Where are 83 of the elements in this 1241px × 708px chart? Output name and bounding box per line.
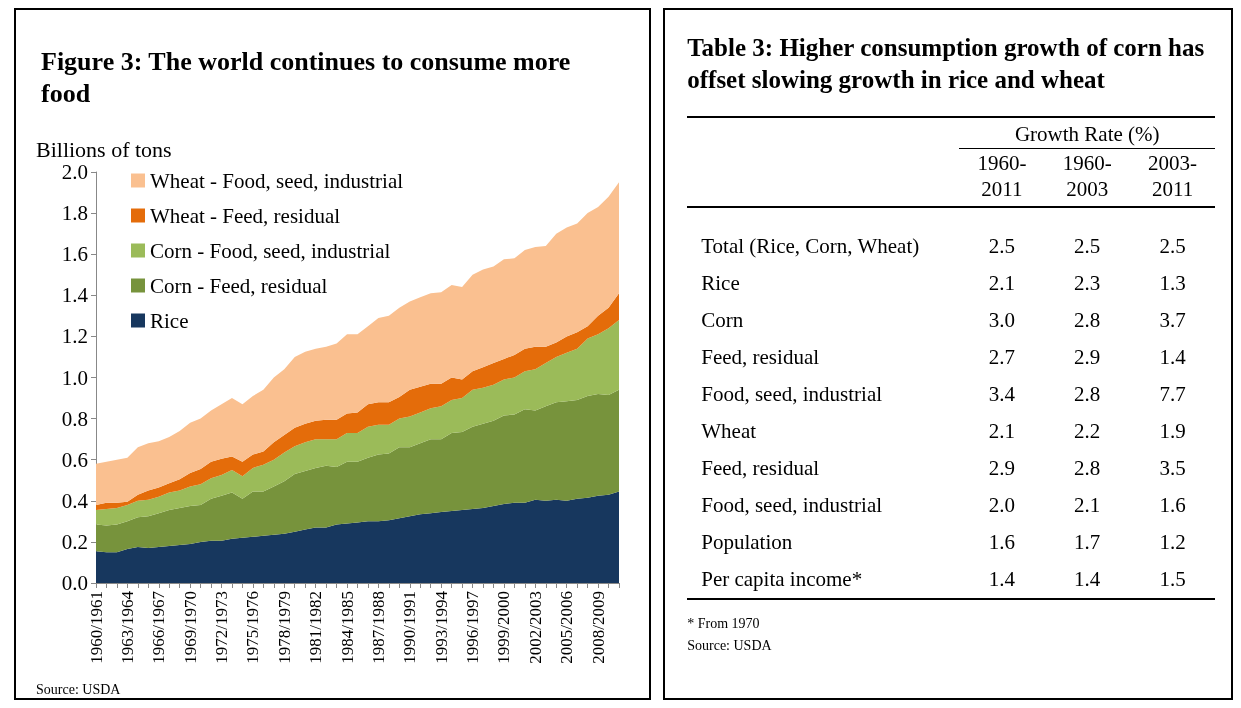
y-tick-label: Wheat (700, 418, 758, 445)
y-tick-label: 0.8 (61, 406, 88, 431)
source-note: Source: USDA (687, 638, 773, 654)
y-tick-label: 1.0 (61, 365, 88, 390)
x-tick-label: 1969/1970 (180, 591, 200, 664)
x-tick-label: 1960-2003 (1061, 150, 1113, 202)
legend-label: Wheat - Food, seed, industrial (150, 168, 404, 193)
x-tick-label: 1972/1973 (212, 591, 232, 664)
x-tick-label: 2005/2006 (557, 591, 577, 664)
data-label: 2.0 (987, 492, 1016, 519)
data-label: 1.2 (1158, 529, 1187, 556)
y-tick-label: 0.0 (61, 571, 88, 595)
y-tick-label: Rice (700, 270, 741, 297)
data-label: 7.7 (1158, 381, 1187, 408)
data-label: 2.9 (1073, 344, 1102, 371)
y-tick-label: Feed, residual (700, 344, 821, 371)
data-label: 2.1 (1073, 492, 1102, 519)
legend-label: Corn - Food, seed, industrial (150, 238, 391, 263)
data-label: 1.5 (1158, 566, 1187, 593)
data-label: 2.7 (987, 344, 1016, 371)
x-tick-label: 1963/1964 (117, 590, 137, 664)
x-tick-label: 1990/1991 (400, 591, 420, 664)
y-tick-label: Food, seed, industrial (700, 381, 884, 408)
data-label: 3.0 (987, 307, 1016, 334)
x-tick-label: 1984/1985 (337, 591, 357, 664)
data-label: 2.1 (987, 270, 1016, 297)
y-tick-label: 1.4 (61, 283, 89, 308)
x-tick-label: 1966/1967 (149, 590, 169, 664)
data-label: 1.3 (1158, 270, 1187, 297)
data-label: 1.9 (1158, 418, 1187, 445)
x-tick-label: 1978/1979 (274, 591, 294, 664)
legend-label: Wheat - Feed, residual (150, 203, 341, 228)
legend-label: Corn - Feed, residual (150, 273, 328, 298)
x-tick-label: 1975/1976 (243, 591, 263, 664)
data-label: 2.8 (1073, 307, 1102, 334)
data-label: 3.5 (1158, 455, 1187, 482)
y-tick-label: 1.8 (61, 201, 88, 226)
legend-label: Rice (150, 308, 189, 333)
x-tick-label: 2008/2009 (588, 591, 608, 664)
data-label: 2.8 (1073, 455, 1102, 482)
y-tick-label: 0.6 (61, 447, 88, 472)
data-label: 2.9 (987, 455, 1016, 482)
y-tick-label: Total (Rice, Corn, Wheat) (700, 233, 921, 260)
text: * From 1970 (687, 616, 761, 632)
data-label: 1.6 (1158, 492, 1187, 519)
y-axis-title: Billions of tons (36, 136, 172, 162)
x-tick-label: 2002/2003 (525, 591, 545, 664)
x-tick-label: 1987/1988 (368, 591, 388, 664)
x-tick-label: 1996/1997 (463, 590, 483, 664)
data-label: 1.4 (1073, 566, 1102, 593)
x-axis-title: Growth Rate (%) (959, 117, 1216, 149)
y-tick-label: Population (700, 529, 794, 556)
data-label: 1.4 (987, 566, 1016, 593)
data-label: 2.1 (987, 418, 1016, 445)
data-label: 3.7 (1158, 307, 1187, 334)
x-tick-label: 1960-2011 (976, 150, 1028, 202)
data-label: 1.4 (1158, 344, 1187, 371)
y-tick-label: 1.6 (61, 242, 88, 267)
data-label: 3.4 (987, 381, 1016, 408)
y-tick-label: 2.0 (61, 160, 88, 184)
y-tick-label: Feed, residual (700, 455, 821, 482)
x-tick-label: 1999/2000 (494, 591, 514, 664)
data-label: 2.5 (1073, 233, 1102, 260)
x-tick-label: 1993/1994 (431, 590, 451, 664)
data-label: 2.2 (1073, 418, 1102, 445)
x-tick-label: 1981/1982 (306, 591, 326, 664)
data-label: 2.5 (987, 233, 1016, 260)
chart-title: Figure 3: The world continues to consume more food (41, 46, 577, 108)
data-label: 2.8 (1073, 381, 1102, 408)
y-tick-label: Food, seed, industrial (700, 492, 884, 519)
y-tick-label: 0.2 (61, 529, 88, 554)
x-tick-label: 1960/1961 (86, 591, 106, 664)
chart-title: Table 3: Higher consumption growth of corn has offset slowing growth in rice and wheat (687, 33, 1206, 95)
y-tick-label: 0.4 (61, 488, 89, 513)
data-label: 1.6 (987, 529, 1016, 556)
y-tick-label: Per capita income* (700, 566, 864, 593)
data-label: 2.3 (1073, 270, 1102, 297)
source-note: Source: USDA (36, 681, 122, 697)
data-label: 2.5 (1158, 233, 1187, 260)
x-tick-label: 2003-2011 (1147, 150, 1199, 202)
y-tick-label: Corn (700, 307, 745, 334)
data-label: 1.7 (1073, 529, 1102, 556)
y-tick-label: 1.2 (61, 324, 88, 349)
